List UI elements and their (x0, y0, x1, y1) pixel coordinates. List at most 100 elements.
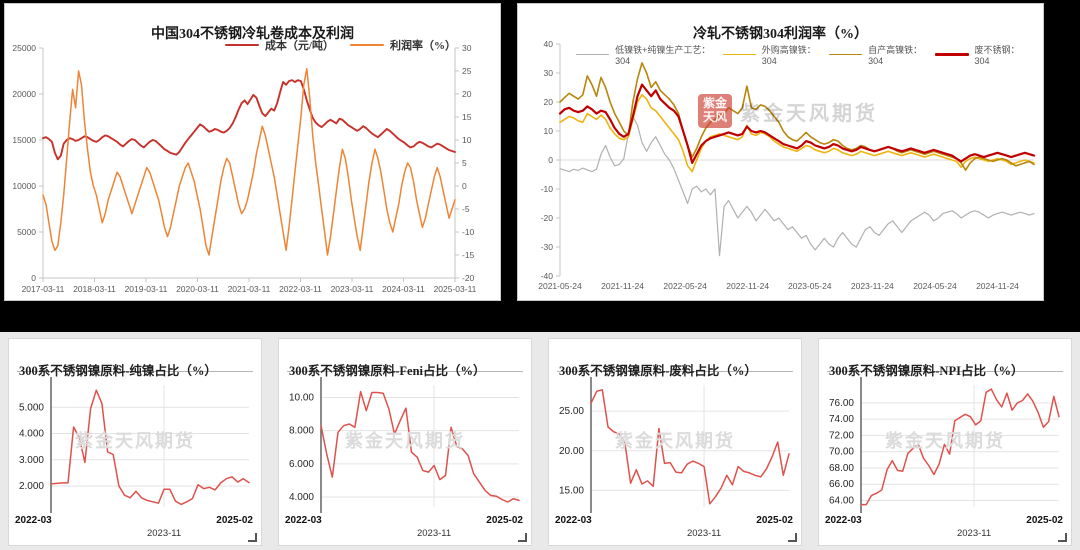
svg-text:5000: 5000 (17, 227, 36, 237)
plot-svg: 25.00 20.00 15.00 2022-03 2025-02 2023-11 (555, 377, 793, 539)
svg-text:20000: 20000 (12, 89, 36, 99)
svg-text:30: 30 (462, 43, 472, 53)
svg-text:2021-11-24: 2021-11-24 (601, 281, 644, 291)
legend-item: 外购高镍铁：304 (722, 43, 829, 66)
svg-text:2021-03-11: 2021-03-11 (228, 284, 271, 294)
svg-text:2022-05-24: 2022-05-24 (663, 281, 707, 291)
legend-label: 低镍铁+纯镍生产工艺：304 (615, 45, 711, 66)
line-series (559, 115, 1035, 257)
svg-text:5.000: 5.000 (19, 402, 44, 413)
chart-card-pure-nickel: 300系不锈钢镍原料-纯镍占比（%） 紫金天风期货 5.000 4.000 3.00… (8, 338, 262, 546)
legend-swatch (722, 53, 756, 56)
resize-corner-icon[interactable] (1058, 533, 1067, 542)
chart-card-feni: 300系不锈钢镍原料-Feni占比（%） 紫金天风期货 10.00 8.000 6.… (278, 338, 532, 546)
watermark-text: 紫金天风期货 (615, 431, 735, 451)
svg-text:2023-11: 2023-11 (417, 528, 451, 539)
svg-text:40: 40 (544, 39, 554, 49)
svg-text:-40: -40 (541, 271, 554, 281)
svg-text:2025-02: 2025-02 (1026, 515, 1063, 526)
watermark-text: 紫金天风期货 (75, 431, 195, 451)
legend-item: 低镍铁+纯镍生产工艺：304 (576, 43, 723, 66)
plot-area: 25.00 20.00 15.00 2022-03 2025-02 2023-11 (549, 339, 801, 545)
svg-text:74.00: 74.00 (829, 414, 854, 425)
svg-text:8.000: 8.000 (289, 426, 314, 437)
card-title: 300系不锈钢镍原料-纯镍占比（%） (19, 363, 217, 378)
plot-area: 10.00 8.000 6.000 4.000 2022-03 2025-02 2023-1… (279, 339, 531, 545)
bottom-section: 300系不锈钢镍原料-纯镍占比（%） 紫金天风期货 5.000 4.000 3.00… (0, 332, 1080, 550)
svg-text:2025-02: 2025-02 (486, 515, 523, 526)
card-title: 300系不锈钢镍原料-Feni占比（%） (289, 363, 486, 378)
top-section: 中国304不锈钢冷轧卷成本及利润 成本（元/吨） 利润率（%） 25000 2000… (4, 3, 1044, 301)
legend: 低镍铁+纯镍生产工艺：304 外购高镍铁：304 自产高镍铁：304 废不锈钢：304 (576, 43, 1033, 66)
title-divider (557, 371, 793, 372)
company-seal-icon: 紫金 天风 (698, 94, 732, 128)
svg-text:2021-05-24: 2021-05-24 (538, 281, 582, 291)
svg-text:-10: -10 (462, 227, 475, 237)
resize-corner-icon[interactable] (248, 533, 257, 542)
svg-text:2023-11: 2023-11 (147, 528, 181, 539)
title-divider (827, 371, 1063, 372)
svg-text:2.000: 2.000 (19, 481, 44, 492)
watermark-text: 紫金天风期货 (885, 431, 1005, 451)
svg-text:72.00: 72.00 (829, 430, 854, 441)
resize-corner-icon[interactable] (518, 533, 527, 542)
svg-text:3.000: 3.000 (19, 455, 44, 466)
svg-text:-20: -20 (462, 273, 475, 283)
seal-text: 紫金 (702, 96, 727, 111)
line-series (50, 389, 250, 506)
svg-text:15: 15 (462, 112, 472, 122)
resize-corner-icon[interactable] (788, 533, 797, 542)
svg-text:-5: -5 (462, 204, 470, 214)
svg-text:0: 0 (462, 181, 467, 191)
chart-panel-cost-profit: 中国304不锈钢冷轧卷成本及利润 成本（元/吨） 利润率（%） 25000 2000… (4, 3, 501, 301)
chart-card-npi: 300系不锈钢镍原料-NPI占比（%） 紫金天风期货 76.00 74.00 72.… (818, 338, 1072, 546)
svg-text:5: 5 (462, 158, 467, 168)
svg-text:66.00: 66.00 (829, 479, 854, 490)
title-divider (17, 371, 253, 372)
plot-svg: 10.00 8.000 6.000 4.000 2022-03 2025-02 2023-1… (285, 377, 523, 539)
svg-text:25.00: 25.00 (559, 406, 584, 417)
svg-text:2020-03-11: 2020-03-11 (176, 284, 219, 294)
svg-text:2022-11-24: 2022-11-24 (726, 281, 769, 291)
title-divider (287, 371, 523, 372)
svg-text:20: 20 (544, 97, 554, 107)
plot-svg: 5.000 4.000 3.000 2.000 2022-03 2025-02 2023-1… (15, 377, 253, 539)
legend-label: 利润率（%） (390, 40, 456, 52)
svg-text:2023-11-24: 2023-11-24 (851, 281, 894, 291)
legend-swatch (350, 44, 384, 46)
plot-area: 25000 20000 15000 10000 5000 0 30 25 20 15 10 5 0 -5 -… (5, 4, 500, 300)
legend-label: 自产高镍铁：304 (868, 45, 923, 66)
legend-label: 外购高镍铁：304 (761, 45, 816, 66)
svg-text:6.000: 6.000 (289, 459, 314, 470)
card-title: 300系不锈钢镍原料-NPI占比（%） (829, 363, 1024, 378)
line-series (320, 390, 520, 503)
svg-text:2022-03-11: 2022-03-11 (279, 284, 322, 294)
plot-area: 5.000 4.000 3.000 2.000 2022-03 2025-02 2023-1… (9, 339, 261, 545)
svg-text:2022-03: 2022-03 (15, 515, 52, 526)
svg-text:-10: -10 (541, 184, 554, 194)
line-series (590, 389, 790, 505)
svg-text:64.00: 64.00 (829, 495, 854, 506)
legend-swatch (224, 44, 259, 46)
legend-swatch (576, 53, 610, 56)
line-series (558, 83, 1036, 164)
legend-item: 自产高镍铁：304 (829, 43, 935, 66)
svg-text:2019-03-11: 2019-03-11 (125, 284, 168, 294)
svg-text:4.000: 4.000 (289, 492, 314, 503)
svg-text:30: 30 (544, 68, 554, 78)
svg-text:68.00: 68.00 (829, 463, 854, 474)
svg-text:4.000: 4.000 (19, 429, 44, 440)
plot-area: 40 30 20 10 0 -10 -20 -30 -40 2021-05-24 2021-11-2… (518, 4, 1043, 300)
svg-text:15.00: 15.00 (559, 485, 584, 496)
svg-text:2023-03-11: 2023-03-11 (331, 284, 374, 294)
svg-text:-30: -30 (541, 242, 554, 252)
legend-label: 废不锈钢：304 (974, 45, 1020, 66)
legend-item: 成本（元/吨） (224, 37, 334, 53)
legend-swatch (829, 53, 863, 56)
svg-text:2024-11-24: 2024-11-24 (976, 281, 1019, 291)
svg-text:2025-02: 2025-02 (216, 515, 253, 526)
legend-swatch (935, 53, 969, 56)
svg-text:2022-03: 2022-03 (825, 515, 862, 526)
chart-title: 中国304不锈钢冷轧卷成本及利润 (151, 26, 354, 42)
